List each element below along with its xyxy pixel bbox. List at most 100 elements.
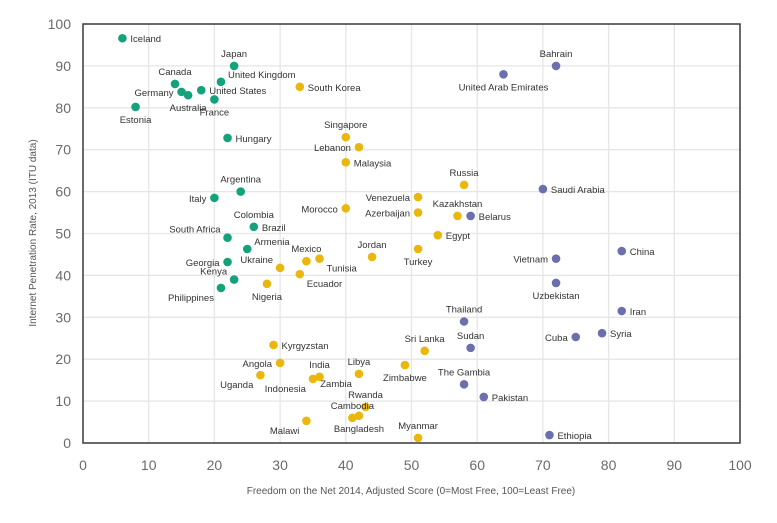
label-united-states: United States	[209, 86, 266, 97]
point-lebanon	[354, 142, 364, 152]
y-tick-label: 70	[55, 142, 71, 158]
label-philippines: Philippines	[168, 293, 214, 304]
point-ukraine	[275, 263, 285, 273]
point-ethiopia	[545, 430, 554, 440]
point-syria	[597, 328, 607, 338]
point-colombia	[249, 222, 259, 232]
label-italy: Italy	[189, 194, 207, 205]
label-indonesia: Indonesia	[265, 384, 307, 395]
point-nigeria	[262, 279, 272, 289]
point-belarus	[466, 211, 475, 221]
point-iran	[617, 306, 627, 316]
label-morocco: Morocco	[301, 204, 337, 215]
point-cuba	[571, 332, 581, 342]
label-iran: Iran	[630, 307, 646, 318]
point-sudan	[466, 343, 475, 353]
label-kazakhstan: Kazakhstan	[433, 199, 483, 210]
label-the-gambia: The Gambia	[438, 367, 491, 378]
y-axis-title: Internet Penetration Rate, 2013 (ITU dat…	[28, 139, 39, 326]
point-sri-lanka	[420, 346, 429, 356]
point-australia	[183, 90, 193, 100]
label-angola: Angola	[243, 359, 273, 370]
x-tick-label: 70	[535, 457, 551, 473]
label-cuba: Cuba	[545, 333, 568, 344]
label-south-korea: South Korea	[308, 83, 362, 94]
point-cambodia	[348, 413, 357, 423]
x-tick-label: 10	[141, 457, 157, 473]
axes	[82, 23, 741, 444]
x-axis-title: Freedom on the Net 2014, Adjusted Score …	[247, 486, 576, 497]
label-argentina: Argentina	[220, 175, 261, 186]
label-sri-lanka: Sri Lanka	[405, 334, 446, 345]
y-tick-label: 50	[55, 226, 71, 242]
y-tick-label: 10	[55, 393, 71, 409]
label-japan: Japan	[221, 49, 247, 60]
label-syria: Syria	[610, 329, 632, 340]
label-united-arab-emirates: United Arab Emirates	[459, 82, 549, 93]
label-libya: Libya	[348, 357, 371, 368]
point-tunisia	[315, 254, 324, 263]
point-united-arab-emirates	[499, 69, 508, 79]
label-france: France	[200, 107, 230, 118]
point-russia	[459, 180, 469, 190]
label-belarus: Belarus	[479, 212, 511, 223]
label-colombia: Colombia	[234, 210, 275, 221]
point-bangladesh	[354, 411, 364, 421]
x-tick-label: 90	[667, 457, 683, 473]
point-zimbabwe	[400, 360, 410, 370]
point-venezuela	[413, 192, 423, 202]
label-uganda: Uganda	[220, 380, 254, 391]
x-tick-label: 40	[338, 457, 354, 473]
x-tick-label: 80	[601, 457, 617, 473]
point-azerbaijan	[413, 208, 423, 217]
point-mexico	[302, 256, 311, 266]
label-malaysia: Malaysia	[354, 158, 392, 169]
label-zimbabwe: Zimbabwe	[383, 373, 427, 384]
point-philippines	[216, 283, 226, 293]
y-tick-label: 100	[48, 16, 72, 32]
label-ecuador: Ecuador	[307, 279, 342, 290]
label-venezuela: Venezuela	[366, 193, 411, 204]
point-china	[617, 246, 627, 256]
point-jordan	[367, 252, 377, 262]
label-kenya: Kenya	[200, 267, 228, 278]
point-turkey	[413, 244, 423, 254]
x-tick-label: 20	[207, 457, 223, 473]
point-armenia	[242, 244, 252, 254]
point-india	[315, 372, 324, 382]
point-vietnam	[551, 254, 561, 263]
label-zambia: Zambia	[320, 379, 352, 390]
label-estonia: Estonia	[120, 115, 152, 126]
plot-frame	[82, 23, 741, 444]
label-united-kingdom: United Kingdom	[228, 70, 296, 81]
label-mexico: Mexico	[291, 244, 321, 255]
y-tick-label: 60	[55, 184, 71, 200]
label-myanmar: Myanmar	[398, 421, 438, 432]
point-angola	[275, 358, 285, 368]
x-tick-label: 50	[404, 457, 420, 473]
label-bahrain: Bahrain	[540, 49, 573, 60]
label-russia: Russia	[450, 168, 480, 179]
point-south-korea	[295, 82, 305, 92]
point-south-africa	[223, 233, 232, 242]
point-united-states	[196, 85, 206, 95]
point-the-gambia	[459, 380, 469, 389]
tick-labels: 0 10 20 30 40 50 60 70 80 90 100 0 10 20 30 40 50 60 70 80 9…	[48, 16, 752, 473]
point-kenya	[229, 275, 239, 284]
point-georgia	[223, 257, 232, 267]
point-italy	[210, 193, 219, 203]
point-thailand	[459, 317, 469, 326]
point-labels: Iceland Japan United Kingdom Canada Germany A…	[120, 34, 656, 442]
label-brazil: Brazil	[262, 223, 286, 234]
label-turkey: Turkey	[404, 257, 433, 268]
point-germany	[177, 87, 186, 97]
label-ukraine: Ukraine	[240, 255, 273, 266]
label-south-africa: South Africa	[169, 225, 221, 236]
label-ethiopia: Ethiopia	[557, 431, 592, 442]
label-kyrgyzstan: Kyrgyzstan	[282, 341, 329, 352]
point-ecuador	[295, 269, 305, 279]
label-armenia: Armenia	[254, 237, 290, 248]
label-rwanda: Rwanda	[348, 390, 384, 401]
x-tick-label: 60	[469, 457, 485, 473]
point-argentina	[236, 187, 245, 196]
